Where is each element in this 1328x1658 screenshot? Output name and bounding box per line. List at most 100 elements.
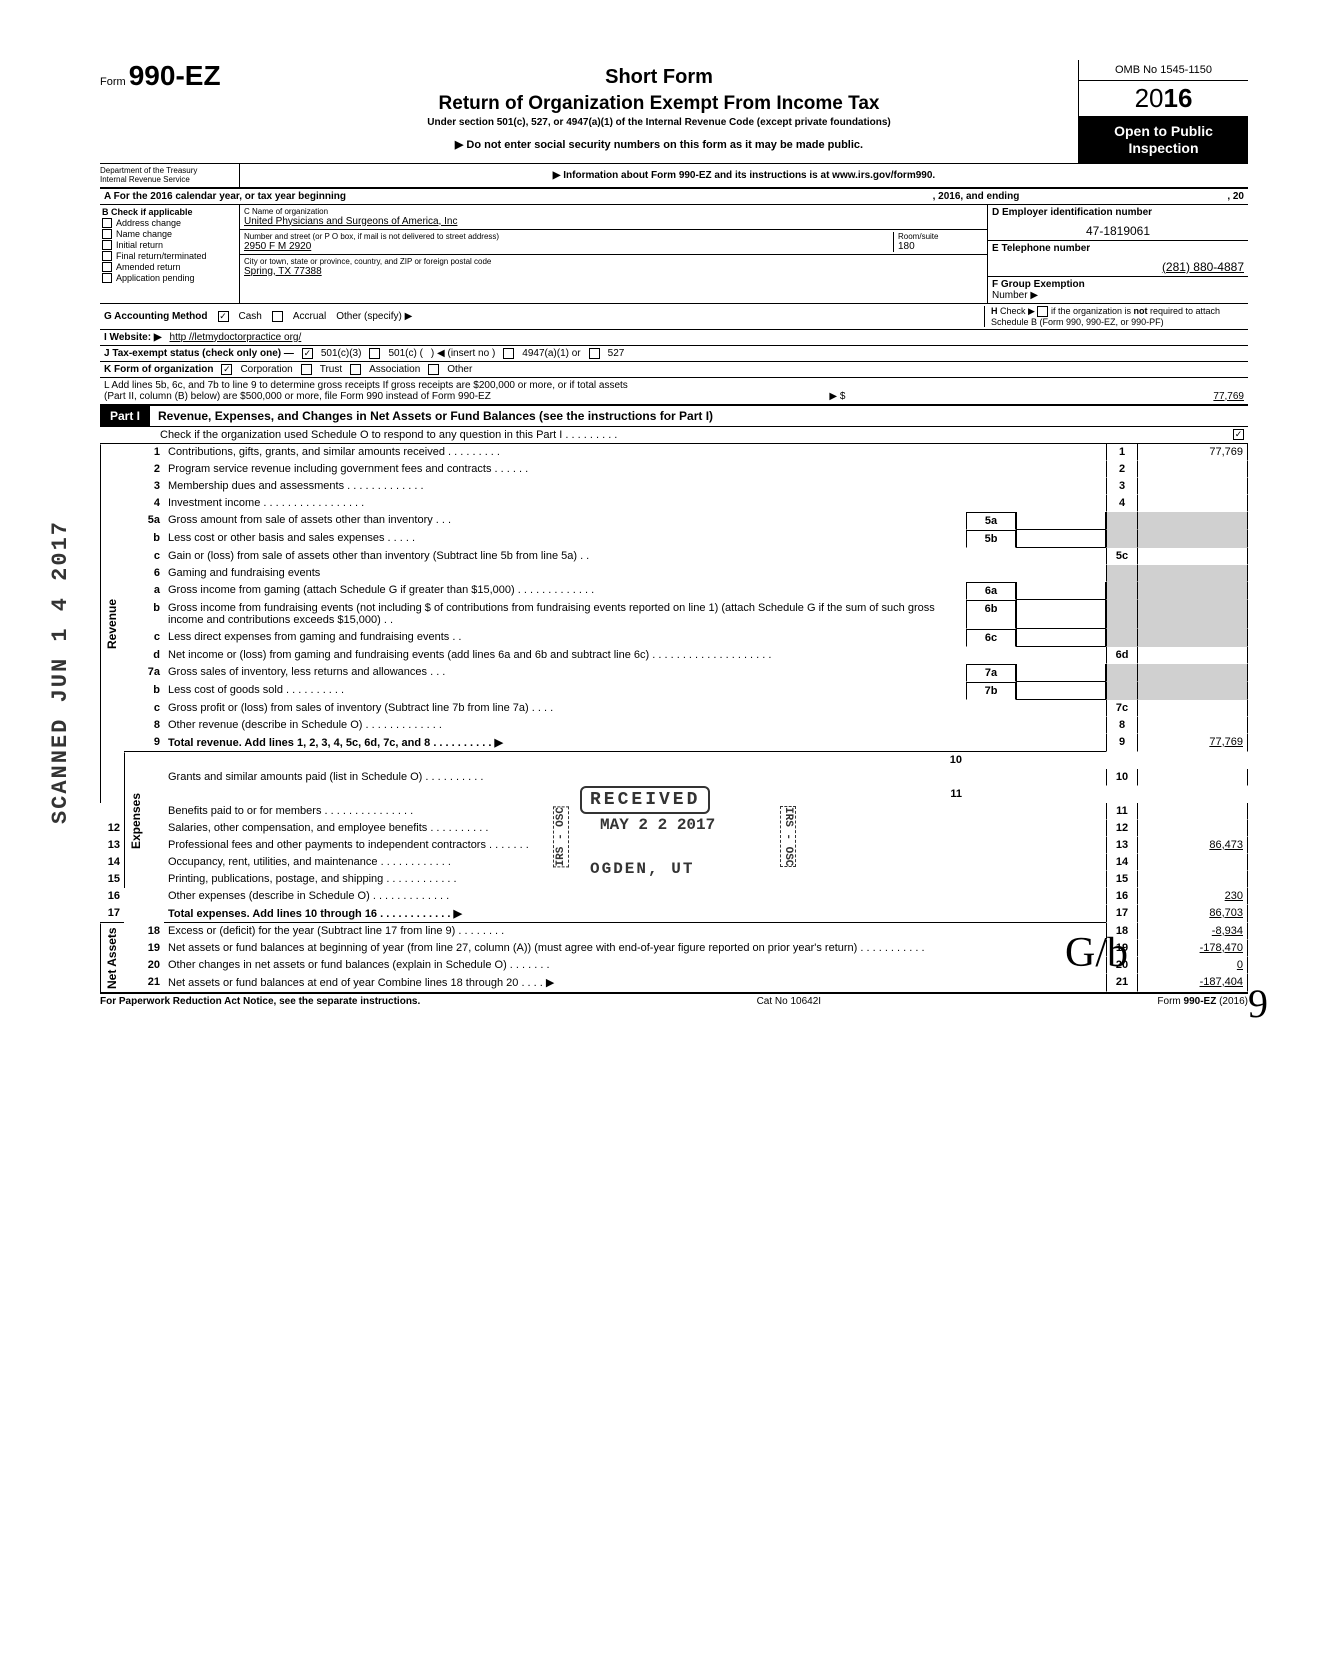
l-line2: (Part II, column (B) below) are $500,000…: [104, 391, 491, 402]
l-value: 77,769: [1184, 391, 1244, 402]
room-hdr: Room/suite: [898, 232, 983, 241]
c-column: C Name of organization United Physicians…: [240, 205, 988, 303]
d-hdr: D Employer identification number: [992, 207, 1152, 218]
c-name-row: C Name of organization United Physicians…: [240, 205, 987, 230]
open-to-public: Open to Public Inspection: [1079, 117, 1248, 163]
chk-501c[interactable]: [369, 348, 380, 359]
stamp-scanned: SCANNED JUN 1 4 2017: [48, 520, 73, 824]
tax-year: 2016: [1079, 81, 1248, 117]
line-a-mid: , 2016, and ending: [929, 189, 1024, 204]
footer: For Paperwork Reduction Act Notice, see …: [100, 992, 1248, 1007]
website-url: http //letmydoctorpractice org/: [170, 332, 302, 343]
short-form-label: Short Form: [240, 66, 1078, 89]
room-val: 180: [898, 241, 915, 252]
chk-address-change[interactable]: Address change: [102, 218, 237, 228]
line-a-end: , 20: [1223, 189, 1248, 204]
side-revenue: Revenue: [100, 444, 124, 803]
chk-name-change[interactable]: Name change: [102, 229, 237, 239]
footer-left: For Paperwork Reduction Act Notice, see …: [100, 996, 420, 1007]
e-tel-row: E Telephone number (281) 880-4887: [988, 241, 1248, 277]
i-label: I Website: ▶: [104, 332, 162, 343]
row-k: K Form of organization Corporation Trust…: [100, 362, 1248, 378]
val-12: [1138, 820, 1248, 837]
form-number-box: Form 990-EZ: [100, 60, 240, 92]
side-expenses: Expenses: [124, 752, 164, 888]
val-20: 0: [1138, 957, 1248, 974]
g-label: G Accounting Method: [104, 311, 208, 322]
f-group-row: F Group Exemption Number ▶: [988, 277, 1248, 303]
d-ein-row: D Employer identification number 47-1819…: [988, 205, 1248, 241]
c-city-row: City or town, state or province, country…: [240, 255, 987, 279]
c-name-hdr: C Name of organization: [244, 207, 983, 216]
row-g: G Accounting Method Cash Accrual Other (…: [100, 304, 1248, 330]
year-suffix: 16: [1164, 83, 1193, 113]
b-header: B Check if applicable: [102, 207, 237, 217]
form-prefix: Form: [100, 76, 126, 88]
dept-treasury: Department of the Treasury Internal Reve…: [100, 164, 240, 187]
row-l: L Add lines 5b, 6c, and 7b to line 9 to …: [100, 378, 1248, 404]
org-city: Spring, TX 77388: [244, 266, 322, 277]
side-net-assets: Net Assets: [100, 923, 124, 992]
chk-final-return[interactable]: Final return/terminated: [102, 251, 237, 261]
chk-trust[interactable]: [301, 364, 312, 375]
chk-527[interactable]: [589, 348, 600, 359]
chk-cash[interactable]: [218, 311, 229, 322]
l-line1: L Add lines 5b, 6c, and 7b to line 9 to …: [104, 380, 1244, 391]
h-box: H Check ▶ if the organization is not req…: [984, 306, 1244, 327]
val-15: [1138, 871, 1248, 888]
instr-ssn: ▶ Do not enter social security numbers o…: [240, 138, 1078, 151]
chk-other-org[interactable]: [428, 364, 439, 375]
chk-accrual[interactable]: [272, 311, 283, 322]
dept-row: Department of the Treasury Internal Reve…: [100, 163, 1248, 187]
row-i: I Website: ▶ http //letmydoctorpractice …: [100, 330, 1248, 345]
corner-mark: 9: [1248, 980, 1268, 1027]
chk-application-pending[interactable]: Application pending: [102, 273, 237, 283]
tel-value: (281) 880-4887: [992, 254, 1244, 274]
return-title: Return of Organization Exempt From Incom…: [240, 93, 1078, 115]
j-label: J Tax-exempt status (check only one) —: [104, 348, 294, 359]
val-2: [1138, 461, 1248, 478]
val-9: 77,769: [1138, 734, 1248, 752]
stamp-date: MAY 2 2 2017: [600, 816, 715, 834]
row-j: J Tax-exempt status (check only one) — 5…: [100, 345, 1248, 362]
chk-501c3[interactable]: [302, 348, 313, 359]
chk-initial-return[interactable]: Initial return: [102, 240, 237, 250]
stamp-irs-right: IRS - OSC: [780, 806, 796, 867]
val-6d: [1138, 647, 1248, 664]
val-7c: [1138, 700, 1248, 717]
c-city-hdr: City or town, state or province, country…: [244, 257, 983, 266]
val-10: [1138, 769, 1248, 786]
chk-amended-return[interactable]: Amended return: [102, 262, 237, 272]
chk-sched-o[interactable]: [1233, 429, 1244, 440]
part1-title: Revenue, Expenses, and Changes in Net As…: [150, 409, 713, 423]
form-number: 990-EZ: [129, 60, 221, 91]
f-hdr: F Group Exemption: [992, 279, 1085, 290]
signature-mark: G/b: [1065, 929, 1128, 977]
chk-corporation[interactable]: [221, 364, 232, 375]
c-addr-hdr: Number and street (or P O box, if mail i…: [244, 232, 893, 241]
val-18: -8,934: [1138, 923, 1248, 940]
val-13: 86,473: [1138, 837, 1248, 854]
part1-tag: Part I: [100, 406, 150, 426]
val-4: [1138, 495, 1248, 512]
stamp-irs-left: IRS - OSC: [553, 806, 569, 867]
org-address: 2950 F M 2920: [244, 241, 311, 252]
chk-sched-b[interactable]: [1037, 306, 1048, 317]
year-prefix: 20: [1135, 83, 1164, 113]
footer-mid: Cat No 10642I: [420, 996, 1157, 1007]
val-19: -178,470: [1138, 940, 1248, 957]
ein-value: 47-1819061: [992, 218, 1244, 238]
footer-right: Form 990-EZ (2016): [1157, 996, 1248, 1007]
lines-grid: Revenue 1 Contributions, gifts, grants, …: [100, 443, 1248, 992]
c-addr-row: Number and street (or P O box, if mail i…: [240, 230, 987, 255]
org-name: United Physicians and Surgeons of Americ…: [244, 216, 457, 227]
chk-association[interactable]: [350, 364, 361, 375]
title-box: Short Form Return of Organization Exempt…: [240, 60, 1078, 151]
val-16: 230: [1138, 888, 1248, 905]
val-21: -187,404: [1138, 974, 1248, 992]
val-3: [1138, 478, 1248, 495]
b-column: B Check if applicable Address change Nam…: [100, 205, 240, 303]
f-sub: Number ▶: [992, 290, 1038, 301]
line-a-begin: A For the 2016 calendar year, or tax yea…: [100, 189, 350, 204]
chk-4947[interactable]: [503, 348, 514, 359]
